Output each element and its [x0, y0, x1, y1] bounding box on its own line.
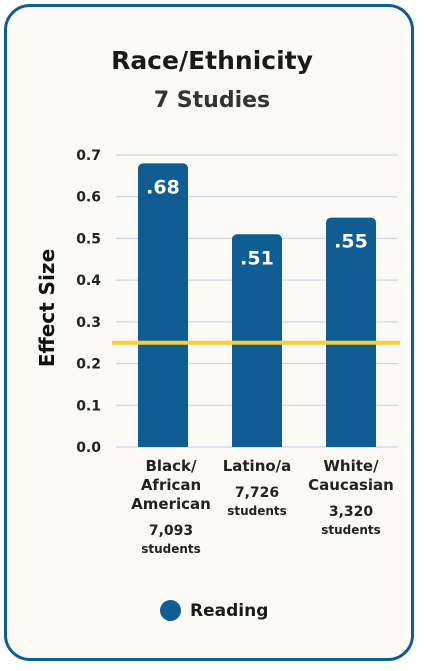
x-category-line: White/: [323, 457, 379, 475]
y-tick-label: 0.2: [76, 357, 101, 373]
x-category-line: Caucasian: [308, 476, 394, 494]
sample-unit: students: [227, 504, 287, 518]
legend: Reading: [160, 600, 268, 621]
bar-value-label: .51: [240, 247, 274, 269]
x-category-line: Black/: [145, 457, 197, 475]
chart-subtitle: 7 Studies: [153, 88, 271, 113]
legend-swatch-reading: [160, 600, 181, 621]
bar: [232, 234, 282, 447]
bar: [138, 163, 188, 448]
x-category-line: African: [140, 476, 202, 494]
y-tick-label: 0.7: [76, 148, 101, 164]
bar-base: [232, 439, 282, 447]
bar-base: [326, 439, 376, 447]
bar: [326, 217, 376, 447]
x-category-line: Latino/a: [222, 457, 292, 475]
sample-size: 7,093: [148, 523, 194, 539]
sample-unit: students: [321, 523, 381, 537]
sample-size: 7,726: [234, 485, 280, 501]
sample-unit: students: [141, 542, 201, 556]
legend-label-reading: Reading: [190, 600, 269, 621]
bar-base: [138, 439, 188, 447]
y-tick-label: 0.6: [76, 190, 101, 206]
bar-value-label: .68: [146, 176, 180, 198]
x-category-label: White/Caucasian: [296, 457, 406, 495]
y-tick-label: 0.1: [76, 398, 101, 414]
y-tick-label: 0.3: [76, 315, 101, 331]
y-tick-label: 0.4: [76, 273, 101, 289]
chart-title: Race/Ethnicity: [111, 46, 313, 75]
x-category-label: Latino/a: [202, 457, 312, 476]
y-tick-label: 0.5: [76, 231, 101, 247]
x-category-line: American: [131, 495, 211, 513]
sample-size: 3,320: [328, 504, 374, 520]
y-tick-label: 0.0: [76, 440, 101, 456]
bar-value-label: .55: [334, 231, 368, 253]
x-category-label: Black/African American: [116, 457, 226, 514]
